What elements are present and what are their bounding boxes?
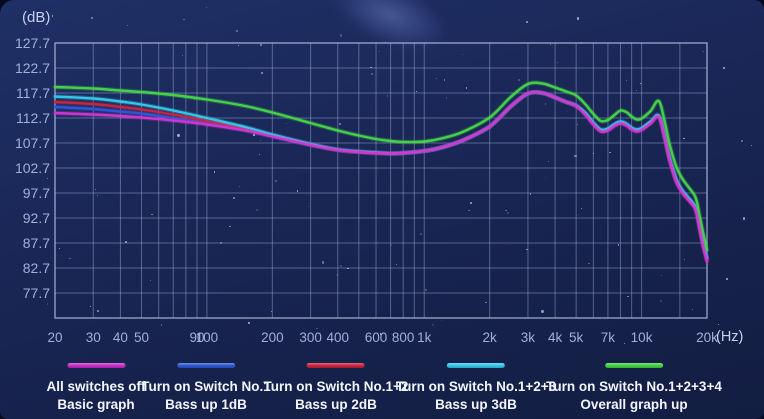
legend-sublabel: Bass up 1dB bbox=[165, 396, 247, 412]
y-tick-label: 117.7 bbox=[16, 85, 50, 101]
legend-label: Turn on Switch No.1 bbox=[141, 379, 271, 394]
y-tick-label: 122.7 bbox=[14, 60, 50, 76]
x-tick-label: 20 bbox=[47, 330, 63, 345]
legend-sublabel: Overall graph up bbox=[580, 396, 688, 412]
x-tick-label: 90 bbox=[189, 330, 205, 345]
y-tick-label: 102.7 bbox=[14, 160, 50, 176]
legend-item-switch-1-2-3: Turn on Switch No.1+2+3 Bass up 3dB bbox=[396, 360, 556, 413]
x-tick-label: 2k bbox=[482, 330, 497, 345]
x-tick-label: 4k bbox=[547, 330, 563, 345]
legend-swatch-green bbox=[604, 363, 663, 368]
y-axis-unit-label: (dB) bbox=[22, 9, 51, 26]
legend-swatch-cyan bbox=[447, 363, 505, 368]
legend-label: Turn on Switch No.1+2 bbox=[263, 379, 409, 394]
x-tick-label: 5k bbox=[569, 330, 584, 345]
y-tick-label: 92.7 bbox=[22, 210, 50, 226]
legend: All switches off Basic graph Turn on Swi… bbox=[0, 360, 764, 419]
y-tick-label: 127.7 bbox=[14, 35, 50, 51]
y-tick-label: 112.7 bbox=[16, 110, 50, 126]
legend-swatch-magenta bbox=[66, 363, 125, 368]
y-tick-label: 87.7 bbox=[22, 235, 50, 251]
x-tick-label: 600 bbox=[364, 330, 388, 345]
legend-swatch-red bbox=[306, 363, 365, 368]
x-tick-label: 3k bbox=[520, 330, 536, 345]
legend-sublabel: Basic graph bbox=[57, 396, 135, 412]
y-tick-label: 97.7 bbox=[22, 185, 50, 201]
x-tick-label: 7k bbox=[600, 330, 616, 345]
y-tick-label: 107.7 bbox=[14, 135, 50, 151]
y-tick-label: 77.7 bbox=[22, 285, 50, 301]
x-tick-label: 200 bbox=[261, 330, 284, 345]
legend-item-switch-1-2: Turn on Switch No.1+2 Bass up 2dB bbox=[263, 360, 409, 413]
x-tick-label: 800 bbox=[391, 330, 415, 345]
y-tick-label: 82.7 bbox=[22, 260, 50, 276]
legend-item-switch-1: Turn on Switch No.1 Bass up 1dB bbox=[141, 360, 271, 413]
x-tick-label: 50 bbox=[133, 330, 149, 345]
x-tick-label: 400 bbox=[326, 330, 350, 345]
legend-swatch-blue bbox=[177, 363, 235, 368]
legend-label: Turn on Switch No.1+2+3+4 bbox=[546, 379, 722, 394]
x-tick-label: 10k bbox=[630, 330, 653, 345]
x-tick-label: 300 bbox=[299, 330, 322, 345]
legend-label: Turn on Switch No.1+2+3 bbox=[395, 379, 557, 394]
x-tick-label: 40 bbox=[112, 330, 128, 345]
x-tick-label: 100 bbox=[195, 330, 219, 345]
x-tick-label: 20k bbox=[696, 330, 718, 345]
x-tick-label: 1k bbox=[417, 330, 432, 345]
legend-item-basic: All switches off Basic graph bbox=[46, 360, 146, 413]
legend-sublabel: Bass up 2dB bbox=[295, 396, 377, 412]
legend-label: All switches off bbox=[46, 379, 146, 394]
legend-sublabel: Bass up 3dB bbox=[435, 396, 517, 412]
x-axis-unit-label: (Hz) bbox=[716, 329, 744, 345]
legend-item-switch-1-2-3-4: Turn on Switch No.1+2+3+4 Overall graph … bbox=[546, 360, 722, 413]
x-tick-label: 30 bbox=[85, 330, 101, 345]
